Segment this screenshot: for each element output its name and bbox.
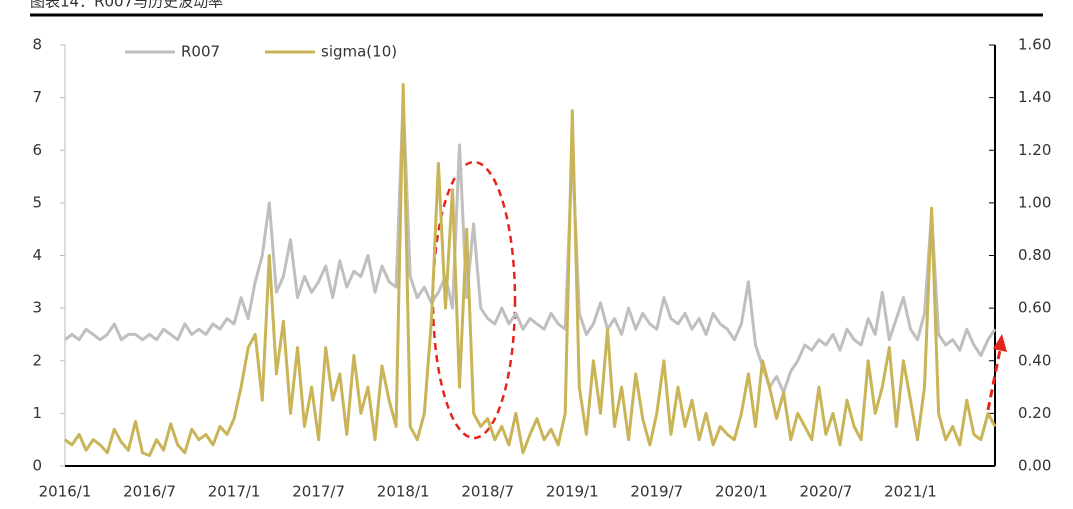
- x-tick-label: 2017/7: [292, 483, 345, 501]
- x-tick-label: 2018/1: [377, 483, 430, 501]
- series-line: [64, 83, 997, 457]
- y-tick-label: 8: [32, 36, 42, 54]
- y-tick-label: 2: [32, 351, 42, 369]
- y2-tick-label: 0.80: [1018, 246, 1051, 264]
- x-tick-label: 2017/1: [208, 483, 261, 501]
- y2-tick-label: 1.60: [1018, 36, 1051, 54]
- y2-tick-label: 1.40: [1018, 88, 1051, 106]
- y2-tick-label: 0.00: [1018, 457, 1051, 475]
- x-tick-label: 2016/7: [123, 483, 176, 501]
- y-tick-label: 0: [32, 457, 42, 475]
- x-tick-label: 2021/1: [884, 483, 937, 501]
- annotation-arrowhead: [993, 334, 1007, 352]
- y2-tick-label: 1.00: [1018, 193, 1051, 211]
- x-tick-label: 2020/1: [715, 483, 768, 501]
- annotation-arrow: [986, 349, 1002, 411]
- y-tick-label: 3: [32, 299, 42, 317]
- y2-tick-label: 0.20: [1018, 404, 1051, 422]
- legend-label: sigma(10): [321, 43, 397, 61]
- x-tick-label: 2019/1: [546, 483, 599, 501]
- y-tick-label: 6: [32, 141, 42, 159]
- x-tick-label: 2019/7: [630, 483, 683, 501]
- y-tick-label: 1: [32, 404, 42, 422]
- y-tick-label: 4: [32, 246, 42, 264]
- y2-tick-label: 0.40: [1018, 351, 1051, 369]
- x-tick-label: 2018/7: [461, 483, 514, 501]
- legend-label: R007: [181, 43, 220, 61]
- y2-tick-label: 0.60: [1018, 299, 1051, 317]
- x-tick-label: 2020/7: [800, 483, 853, 501]
- y-tick-label: 7: [32, 88, 42, 106]
- y2-tick-label: 1.20: [1018, 141, 1051, 159]
- x-tick-label: 2016/1: [39, 483, 92, 501]
- y-tick-label: 5: [32, 193, 42, 211]
- series-line: [64, 96, 997, 394]
- chart-title: 图表14：R007与历史波动率: [30, 0, 223, 11]
